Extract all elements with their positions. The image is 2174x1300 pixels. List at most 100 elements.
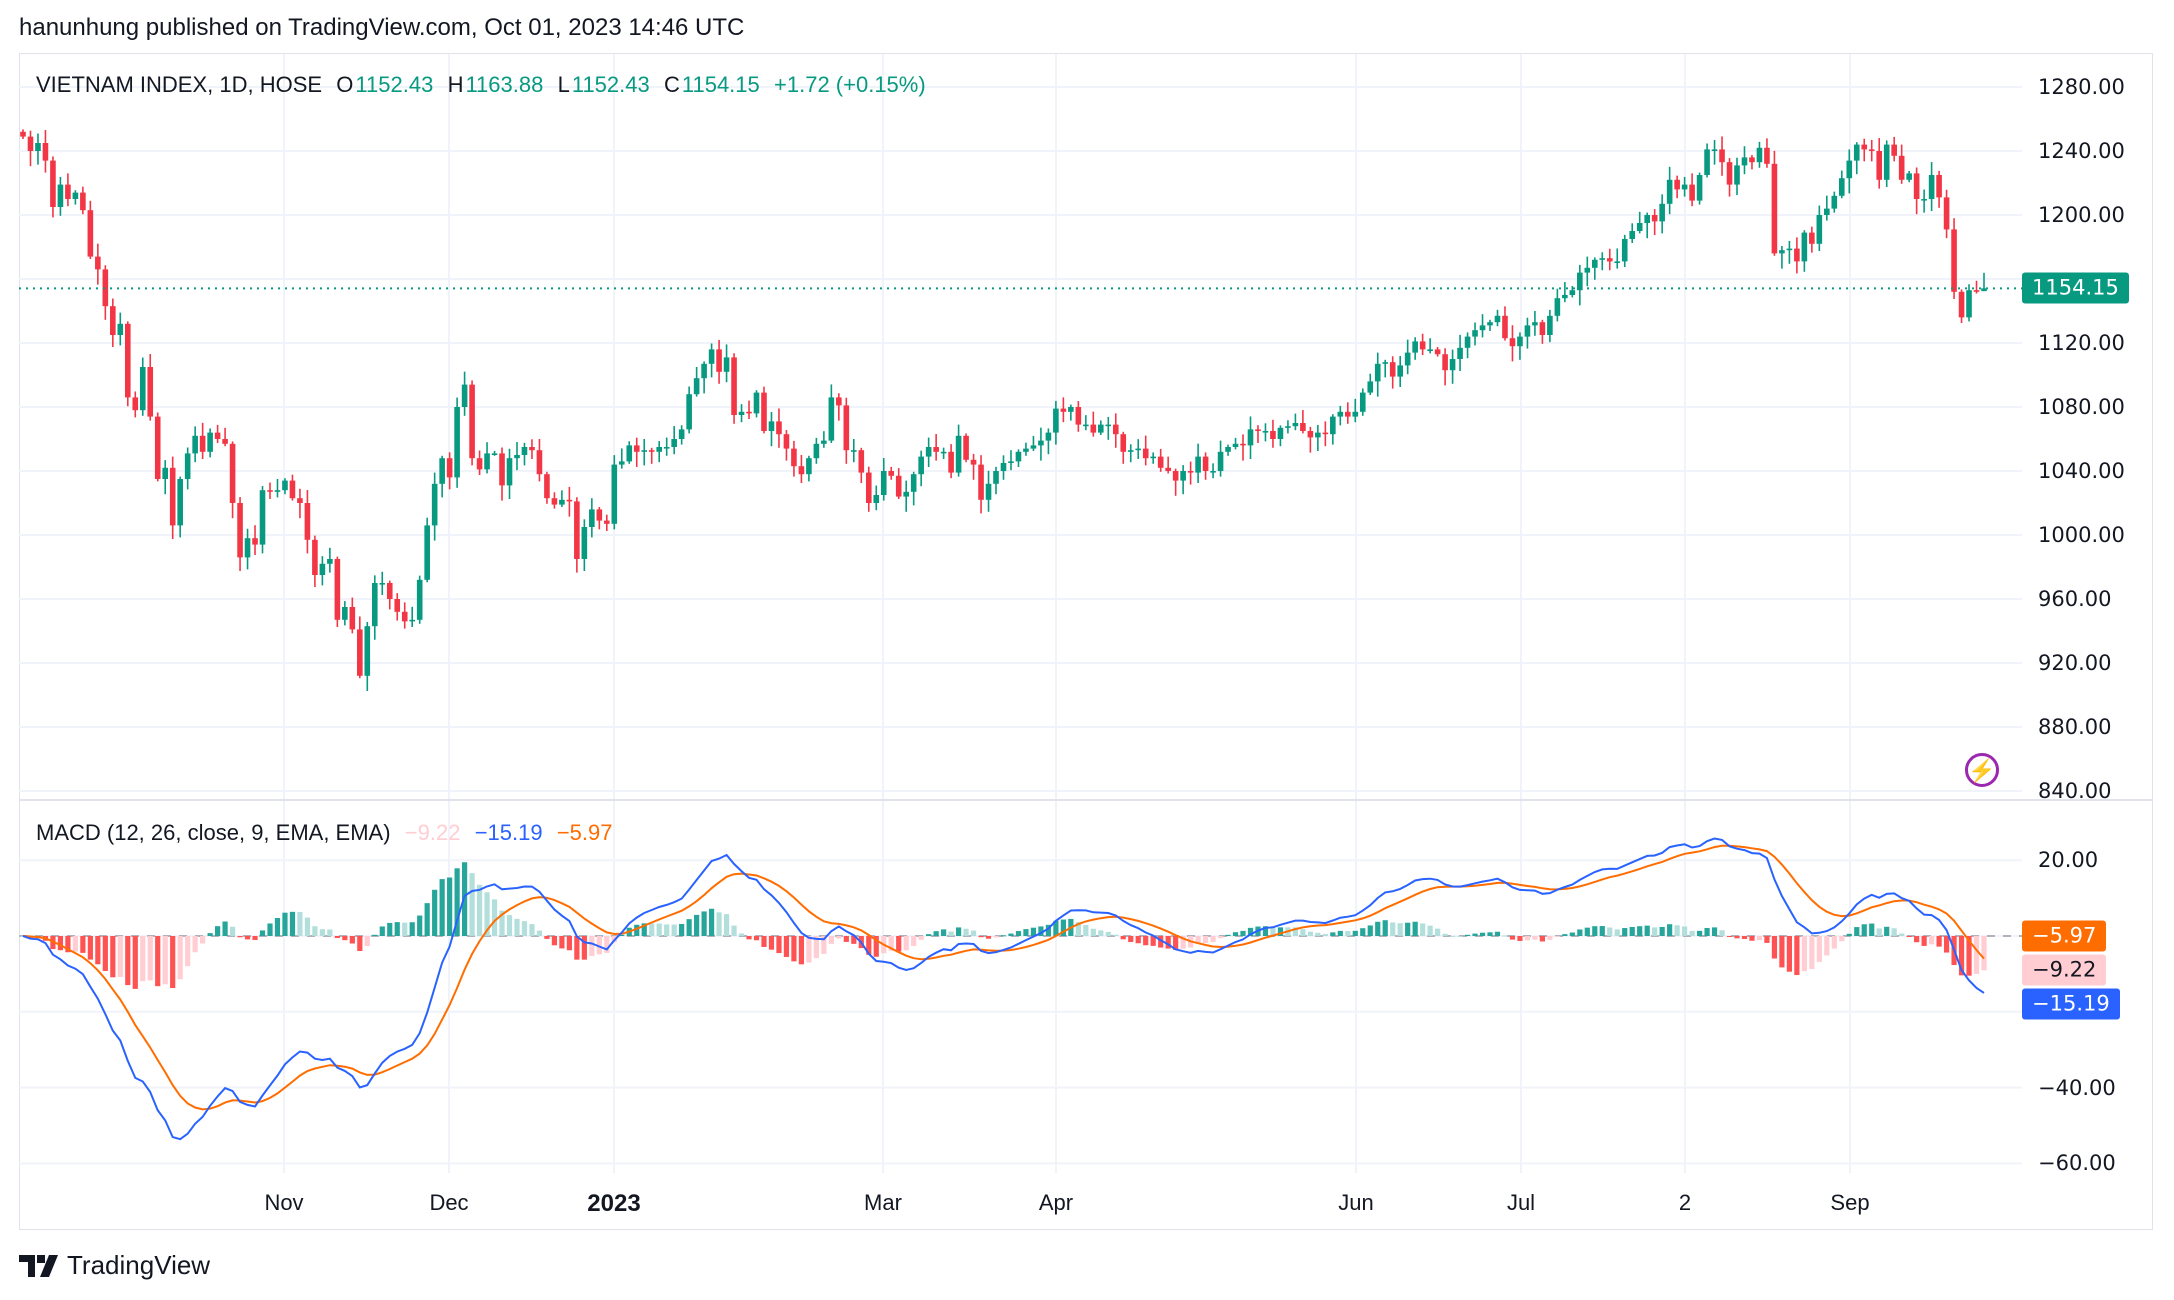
candle (334, 556, 341, 627)
x-tick-label: Jun (1338, 1190, 1374, 1215)
candle (783, 430, 790, 461)
histogram-bar (873, 936, 879, 957)
candle (1809, 226, 1815, 253)
candle (357, 616, 363, 679)
histogram-bar (499, 910, 505, 936)
candle (1554, 288, 1561, 322)
histogram-bar (222, 921, 228, 936)
histogram-bar (424, 903, 430, 936)
candle-body (252, 538, 258, 545)
histogram-bar (1644, 925, 1650, 936)
close-label: C (663, 72, 680, 97)
candle-body (1494, 315, 1501, 323)
lightning-alert-icon[interactable]: ⚡ (1965, 753, 1999, 787)
candle (1719, 136, 1725, 176)
candle (1135, 439, 1142, 459)
candle (327, 547, 333, 573)
histogram-bar (514, 918, 520, 936)
histogram-bar (1375, 921, 1381, 936)
candle (1966, 284, 1972, 322)
candle (1651, 209, 1658, 235)
candle-body (1816, 215, 1823, 244)
histogram-bar (708, 908, 715, 936)
histogram-bar (746, 936, 752, 940)
histogram-bar (866, 936, 872, 955)
histogram-bar (95, 936, 101, 965)
candle-body (880, 471, 887, 495)
candle-body (993, 471, 999, 484)
candle-body (1135, 448, 1142, 451)
candle-body (319, 563, 326, 575)
histogram-bar (753, 936, 760, 941)
candle-body (1374, 363, 1381, 382)
candle-body (1053, 408, 1059, 433)
histogram-bar (1345, 931, 1351, 936)
candle (1741, 146, 1748, 175)
candle-body (1098, 424, 1104, 433)
candle (401, 602, 408, 629)
candle (1494, 309, 1501, 327)
candle-body (1846, 160, 1853, 179)
candle-body (604, 520, 610, 524)
candle-body (1300, 423, 1306, 431)
candle (910, 471, 917, 506)
candle (1210, 463, 1216, 479)
histogram-bar (1936, 936, 1942, 947)
candle-body (618, 461, 625, 465)
candle-body (42, 143, 49, 161)
symbol-title: VIETNAM INDEX, 1D, HOSE (36, 72, 323, 97)
histogram-bar (634, 924, 640, 936)
candle-body (1195, 456, 1201, 473)
candle (1083, 415, 1089, 431)
candle (1487, 319, 1493, 331)
candle-body (1891, 144, 1897, 156)
candle (970, 453, 977, 480)
candle-body (940, 451, 947, 454)
histogram-bar (409, 922, 415, 936)
candle (1726, 158, 1733, 197)
candle-body (222, 439, 228, 444)
macd-line (22, 837, 1985, 1141)
candle-body (1779, 250, 1785, 254)
candle (1666, 166, 1673, 215)
candle-body (1674, 179, 1680, 190)
candle-body (1337, 411, 1344, 417)
candle-body (1591, 259, 1598, 268)
candle (1921, 189, 1927, 213)
candle (1569, 286, 1576, 298)
candle-body (1636, 223, 1643, 231)
candle (618, 448, 625, 469)
histogram-bar (110, 936, 116, 978)
candle-body (1921, 199, 1927, 201)
histogram-bar (529, 924, 535, 936)
candle-body (1344, 411, 1351, 417)
candle-body (948, 451, 954, 473)
histogram-bar (1899, 933, 1905, 936)
candle-body (379, 583, 386, 585)
histogram-bar (559, 936, 565, 949)
candle-body (1322, 432, 1329, 435)
candle (1300, 410, 1306, 434)
candle-body (566, 499, 573, 502)
candle (963, 433, 969, 463)
candle (65, 173, 71, 207)
candle (940, 447, 947, 459)
histogram-bar (1929, 936, 1935, 945)
histogram-bar (469, 873, 475, 936)
x-tick-label: Dec (429, 1190, 469, 1215)
candle (1517, 332, 1523, 360)
candle (95, 243, 101, 285)
candle-body (1464, 336, 1471, 348)
candle (626, 441, 633, 464)
candle (1913, 167, 1920, 215)
candle (888, 466, 895, 480)
histogram-bar (1442, 933, 1448, 936)
candle (985, 470, 992, 512)
candle-body (1038, 440, 1044, 446)
histogram-bar (1524, 936, 1531, 941)
histogram-bar (1726, 936, 1733, 937)
candle (821, 431, 827, 448)
histogram-bar (454, 868, 460, 936)
candle-body (334, 559, 341, 620)
